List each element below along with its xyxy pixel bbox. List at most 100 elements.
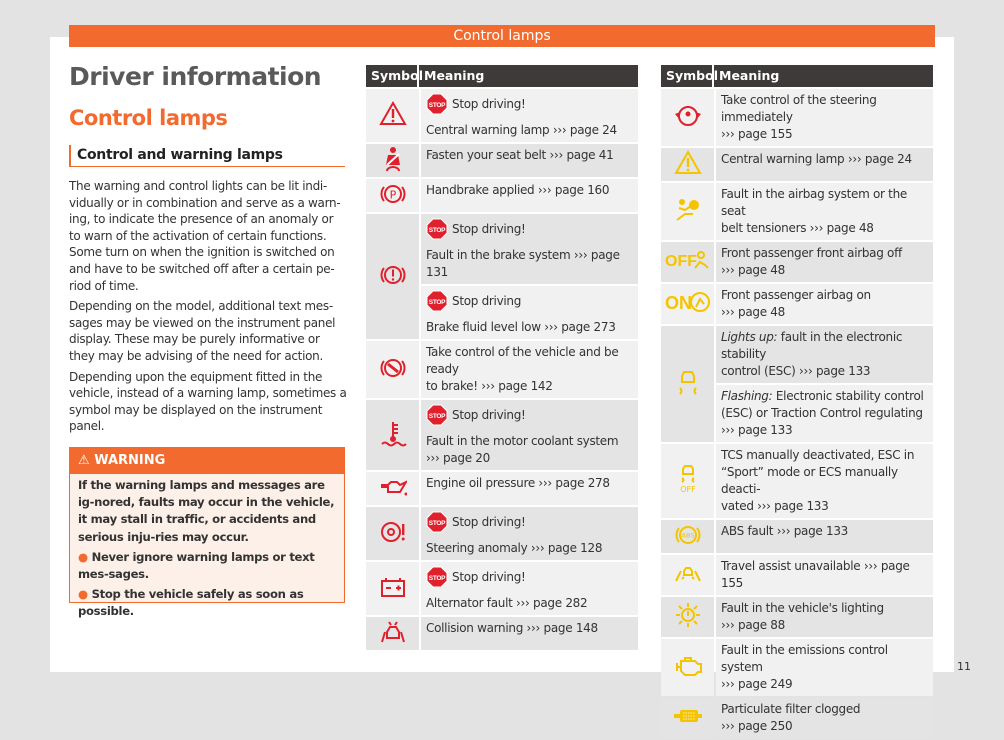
symbol-cell (661, 148, 714, 181)
warning-triangle-icon (673, 149, 702, 181)
table-row: STOP Stop driving! Fault in the brake syst… (366, 214, 638, 339)
meaning-cell: STOP Stop driving! Alternator fault ››› pa… (421, 562, 638, 615)
symbol-cell: ABS (661, 520, 714, 553)
meaning-line: (ESC) or Traction Control regulating (721, 405, 928, 422)
meaning-text: Central warning lamp ››› page 24 (721, 152, 912, 166)
meaning-line: Fasten your seat belt ››› page 41 (426, 147, 633, 164)
paragraph: Depending upon the equipment fitted in t… (69, 369, 347, 434)
meaning-line: Fault in the airbag system or the seat (721, 186, 928, 220)
steering-wheel-hands-icon (674, 102, 702, 134)
table-row: Fault in the vehicle's lighting ››› page … (661, 597, 933, 637)
svg-text:OFF: OFF (665, 253, 697, 270)
meaning-line: Central warning lamp ››› page 24 (721, 151, 928, 168)
meaning-text: control (ESC) ››› page 133 (721, 364, 871, 378)
symbol-cell (661, 597, 714, 637)
svg-text:STOP: STOP (429, 102, 446, 109)
meaning-cell: ABS fault ››› page 133 (716, 520, 933, 553)
stop-sign-icon: STOP (426, 93, 448, 115)
meaning-text: ››› page 249 (721, 677, 793, 691)
handbrake-icon: P (379, 180, 407, 212)
meaning-text: vated ››› page 133 (721, 499, 829, 513)
warning-bullet: ● Stop the vehicle safely as soon as pos… (78, 587, 304, 619)
meaning-cell: Take control of the vehicle and be ready… (421, 341, 638, 398)
meaning-line: belt tensioners ››› page 48 (721, 220, 928, 237)
meaning-text: ››› page 250 (721, 719, 793, 733)
symbol-cell: OFF (661, 242, 714, 282)
warning-header: ⚠ WARNING (70, 448, 344, 474)
section-title: Control lamps (69, 106, 228, 130)
control-lamps-table-left: Symbol Meaning STOP Stop driving! Central w… (366, 65, 638, 652)
symbol-cell (661, 639, 714, 696)
airbag-icon (674, 196, 702, 228)
bullet-text: Never ignore warning lamps or text mes-s… (78, 549, 315, 582)
svg-text:ON: ON (665, 293, 692, 313)
meaning-text: Travel assist unavailable ››› page 155 (721, 559, 910, 590)
particulate-filter-icon (673, 702, 704, 734)
meaning-line: ››› page 250 (721, 718, 928, 735)
meaning-text: TCS manually deactivated, ESC in (721, 448, 915, 462)
svg-text:STOP: STOP (429, 413, 446, 420)
symbol-cell (661, 326, 714, 442)
stop-driving-text: Stop driving (452, 293, 522, 308)
symbol-cell: OFF (661, 444, 714, 518)
table-row: STOP Stop driving! Steering anomaly ››› pa… (366, 507, 638, 560)
meaning-text: Particulate filter clogged (721, 702, 861, 716)
meaning-text: Fault in the vehicle's lighting (721, 601, 884, 615)
meaning-cell: Front passenger front airbag off ››› page… (716, 242, 933, 282)
symbol-cell (366, 507, 419, 560)
table-row: Fault in the airbag system or the seat be… (661, 183, 933, 240)
meaning-text: Fault in the motor coolant system (426, 434, 619, 448)
paragraph: The warning and control lights can be li… (69, 179, 341, 293)
table-row: OFF TCS manually deactivated, ESC in “Spor… (661, 444, 933, 518)
brake-system-icon (379, 261, 407, 293)
subsection-title: Control and warning lamps (69, 145, 345, 167)
meaning-line: to brake! ››› page 142 (426, 378, 633, 395)
meaning-text: Fault in the emissions control system (721, 643, 888, 674)
meaning-text: Fasten your seat belt ››› page 41 (426, 148, 614, 162)
meaning-line: ››› page 48 (721, 262, 928, 279)
table-row: OFF Front passenger front airbag off ››› p… (661, 242, 933, 282)
meaning-line: Front passenger front airbag off (721, 245, 928, 262)
symbol-cell (366, 617, 419, 650)
meaning-line: Lights up: fault in the electronic stabi… (721, 329, 928, 363)
meaning-text: Front passenger front airbag off (721, 246, 902, 260)
meaning-line: Collision warning ››› page 148 (426, 620, 633, 637)
meaning-cell: Handbrake applied ››› page 160 (421, 179, 638, 212)
battery-icon (379, 573, 407, 605)
oil-pressure-icon (379, 473, 409, 505)
table-row: P Handbrake applied ››› page 160 (366, 179, 638, 212)
meaning-cell: Fault in the vehicle's lighting ››› page … (716, 597, 933, 637)
page-title: Driver information (69, 62, 322, 91)
meaning-cell: Collision warning ››› page 148 (421, 617, 638, 650)
meaning-text: Front passenger airbag on (721, 288, 871, 302)
condition-label: Flashing: (721, 389, 773, 403)
meaning-cell: STOP Stop driving Brake fluid level low ››… (421, 286, 638, 339)
meaning-line: ››› page 20 (426, 450, 633, 467)
warning-text: If the warning lamps and messages are ig… (78, 478, 335, 544)
symbol-cell (661, 89, 714, 146)
chapter-banner: Control lamps (69, 25, 935, 47)
meaning-text: Electronic stability control (775, 389, 924, 403)
meaning-text: to brake! ››› page 142 (426, 379, 553, 393)
warning-triangle-icon (378, 100, 407, 132)
meaning-line: Steering anomaly ››› page 128 (426, 540, 633, 557)
table-row: ABS ABS fault ››› page 133 (661, 520, 933, 553)
meaning-line: Flashing: Electronic stability control (721, 388, 928, 405)
table-header: Symbol Meaning (366, 65, 638, 87)
meaning-line: Handbrake applied ››› page 160 (426, 182, 633, 199)
meaning-line: ››› page 48 (721, 304, 928, 321)
engine-emissions-icon (674, 652, 702, 684)
stop-driving-text: Stop driving! (452, 569, 526, 584)
symbol-cell (366, 144, 419, 177)
meaning-text: ››› page 88 (721, 618, 785, 632)
body-text: The warning and control lights can be li… (69, 178, 347, 439)
symbol-cell (366, 214, 419, 339)
meaning-cell: TCS manually deactivated, ESC in “Sport” … (716, 444, 933, 518)
svg-text:STOP: STOP (429, 575, 446, 582)
symbol-cell (661, 555, 714, 595)
passenger-airbag-off-icon: OFF (665, 246, 711, 278)
meaning-text: belt tensioners ››› page 48 (721, 221, 874, 235)
meaning-cell: STOP Stop driving! Central warning lamp ››… (421, 89, 638, 142)
page-number: 11 (957, 660, 971, 673)
symbol-cell (366, 89, 419, 142)
